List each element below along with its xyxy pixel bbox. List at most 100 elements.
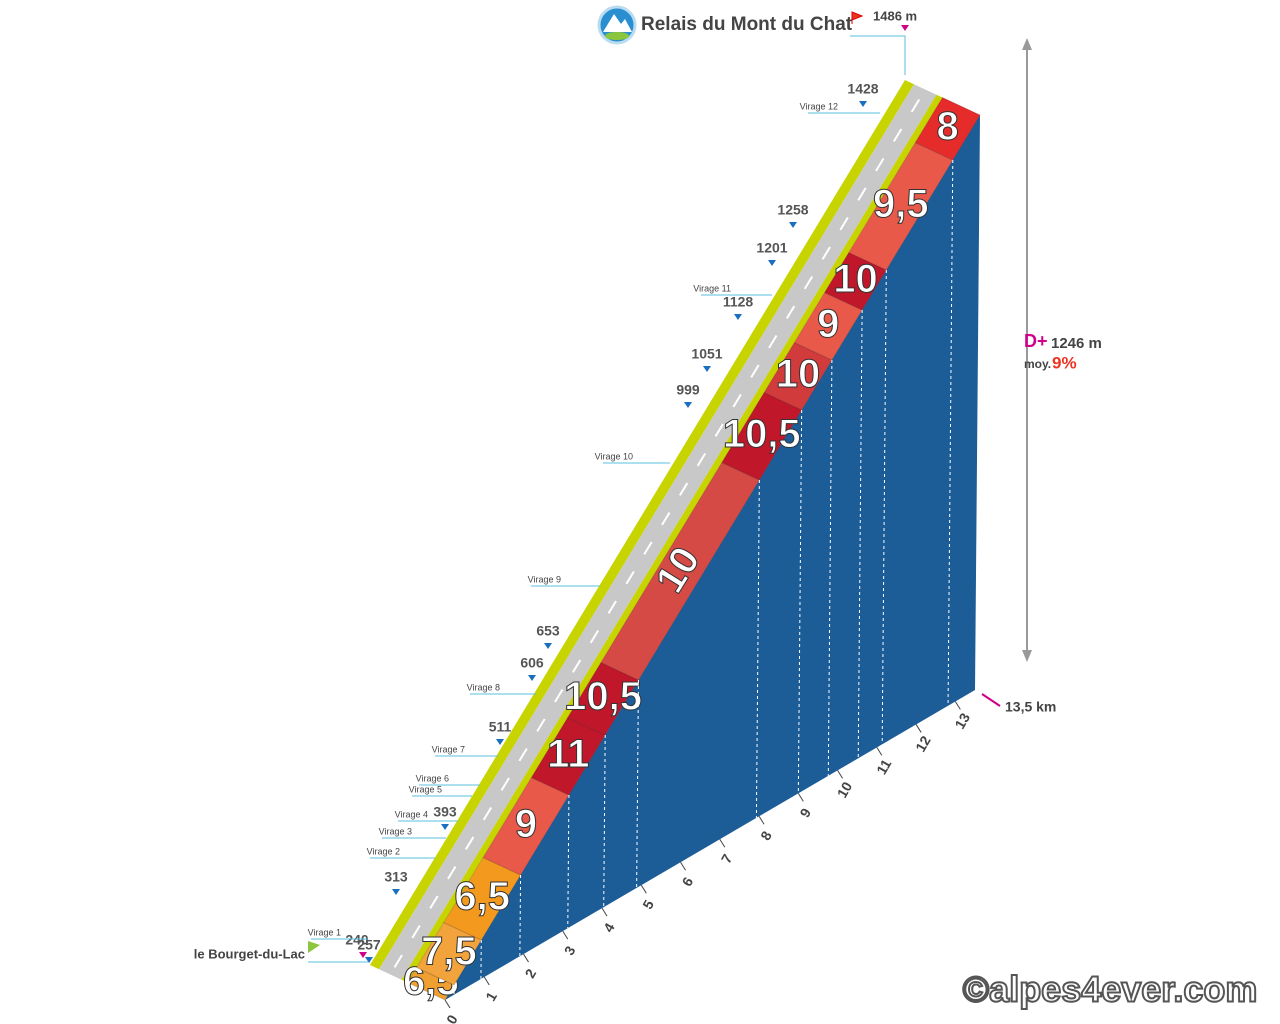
credit: ©alpes4ever.com bbox=[963, 969, 1258, 1010]
road-dash bbox=[857, 187, 867, 201]
marker bbox=[901, 25, 909, 31]
road-dash bbox=[429, 895, 439, 909]
km-tick bbox=[876, 747, 883, 756]
altitude-label: 1128 bbox=[723, 294, 754, 310]
elevation-value: 1246 m bbox=[1051, 335, 1102, 352]
road-dash bbox=[589, 629, 600, 644]
road-dash bbox=[518, 747, 528, 762]
km-tick bbox=[444, 999, 451, 1009]
km-label: 10 bbox=[834, 779, 856, 801]
altitude-marker bbox=[544, 643, 552, 649]
km-tick bbox=[640, 884, 647, 894]
road-dash bbox=[643, 541, 653, 555]
km-tick bbox=[954, 701, 961, 710]
altitude-label: 313 bbox=[384, 869, 408, 885]
virage-label: Virage 12 bbox=[800, 101, 838, 111]
road-dash bbox=[554, 688, 564, 703]
virage-label: Virage 11 bbox=[693, 283, 731, 293]
road-dash bbox=[447, 865, 457, 880]
virage-label: Virage 4 bbox=[395, 809, 428, 819]
altitude-label: 653 bbox=[536, 623, 560, 639]
altitude-label: 1051 bbox=[691, 346, 722, 362]
logo-grass bbox=[605, 32, 629, 40]
logo-mountain bbox=[603, 14, 632, 32]
gradient-label: 6,5 bbox=[454, 874, 510, 918]
road-dash bbox=[732, 393, 742, 408]
virage-label: Virage 6 bbox=[416, 773, 449, 783]
start-name: le Bourget-du-Lac bbox=[194, 946, 305, 961]
virage-label: Virage 9 bbox=[528, 574, 561, 584]
road-dash bbox=[411, 924, 421, 939]
road-dash bbox=[875, 157, 885, 172]
km-label: 7 bbox=[718, 851, 736, 866]
distance-tick bbox=[981, 693, 1001, 707]
profile: 6,57,56,591110,51010,5109109,58012345678… bbox=[370, 80, 981, 1024]
gradient-label: 10 bbox=[833, 257, 878, 301]
road-dash bbox=[465, 836, 475, 850]
km-tick bbox=[601, 907, 608, 917]
gradient-label: 11 bbox=[547, 732, 589, 776]
km-tick bbox=[562, 930, 569, 940]
annotations: 2573133935116066539991051112812011258142… bbox=[308, 81, 880, 963]
start-altitude: 240 bbox=[345, 932, 369, 948]
elevation-label: D+ bbox=[1024, 331, 1048, 351]
km-label: 2 bbox=[522, 966, 540, 981]
road bbox=[379, 84, 937, 980]
start: le Bourget-du-Lac 240 bbox=[194, 932, 369, 963]
altitude-marker bbox=[441, 824, 449, 830]
road-dash bbox=[910, 98, 921, 113]
road-dash bbox=[839, 216, 849, 231]
altitude-label: 1258 bbox=[777, 202, 808, 218]
summit: Relais du Mont du Chat 1486 m bbox=[597, 5, 917, 75]
virage-label: Virage 2 bbox=[367, 846, 400, 856]
virage-label: Virage 7 bbox=[432, 744, 465, 754]
flag bbox=[851, 11, 864, 24]
segment-divider bbox=[519, 874, 522, 957]
altitude-marker bbox=[496, 739, 504, 745]
gradient-label: 9 bbox=[817, 302, 839, 346]
altitude-label: 999 bbox=[676, 382, 700, 398]
km-label: 1 bbox=[482, 989, 500, 1004]
km-tick bbox=[837, 770, 844, 779]
altitude-marker bbox=[392, 889, 400, 895]
road-dash bbox=[572, 659, 582, 673]
virage-label: Virage 1 bbox=[308, 927, 341, 937]
average-label: moy. bbox=[1024, 357, 1051, 371]
virage-label: Virage 8 bbox=[467, 682, 500, 692]
summit-name: Relais du Mont du Chat bbox=[641, 14, 853, 35]
virage-label: Virage 10 bbox=[595, 451, 633, 461]
segment-divider bbox=[857, 309, 863, 759]
altitude-marker bbox=[528, 675, 536, 681]
km-label: 9 bbox=[796, 805, 814, 820]
altitude-label: 1428 bbox=[847, 81, 878, 97]
virage-label: Virage 5 bbox=[409, 784, 442, 794]
km-label: 11 bbox=[873, 756, 894, 777]
gradient-segment bbox=[914, 96, 981, 161]
km-label: 13 bbox=[951, 710, 973, 732]
road-dash bbox=[625, 570, 635, 585]
segment-divider bbox=[947, 159, 954, 706]
flag bbox=[308, 941, 320, 953]
altitude-label: 1201 bbox=[756, 240, 787, 256]
average-value: 9% bbox=[1052, 353, 1077, 372]
km-tick bbox=[758, 816, 765, 825]
road-dash bbox=[607, 600, 617, 614]
km-label: 8 bbox=[757, 828, 775, 843]
segment-divider bbox=[881, 269, 887, 745]
altitude-marker bbox=[734, 314, 742, 320]
km-tick bbox=[915, 724, 922, 733]
road-dash bbox=[893, 128, 903, 142]
altitude-marker bbox=[768, 260, 776, 266]
altitude-label: 257 bbox=[357, 937, 381, 953]
altitude-marker bbox=[859, 101, 867, 107]
road-edge bbox=[401, 94, 943, 983]
km-tick bbox=[523, 953, 529, 963]
road-dash bbox=[661, 511, 671, 526]
altitude-label: 606 bbox=[520, 655, 544, 671]
km-label: 3 bbox=[561, 943, 579, 958]
marker bbox=[359, 952, 367, 958]
gradient-label: 9,5 bbox=[873, 182, 929, 226]
km-tick bbox=[719, 838, 726, 848]
altitude-marker bbox=[789, 222, 797, 228]
